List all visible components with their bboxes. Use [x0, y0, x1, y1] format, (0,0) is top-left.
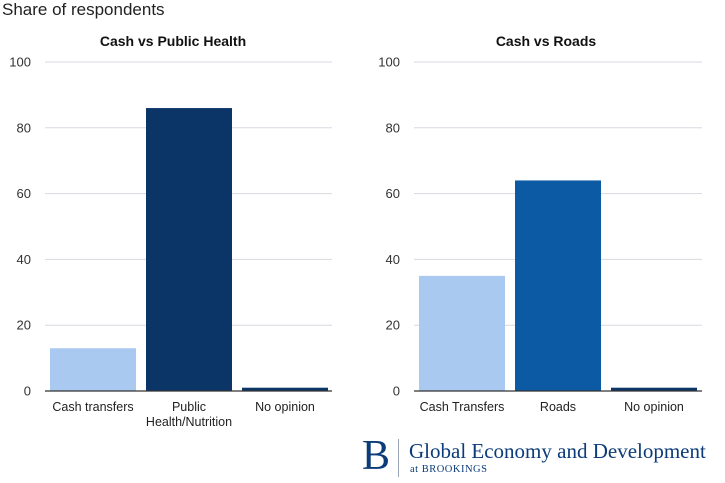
- brand-logo-block: B Global Economy and Development at BROO…: [360, 433, 722, 481]
- bar-no-opinion: [611, 387, 697, 391]
- x-category-label: No opinion: [255, 400, 315, 414]
- chart-1: Cash vs Public Health 0 20 40 60 80 100 Cash tr…: [9, 33, 332, 429]
- y-tick-label: 20: [386, 318, 400, 333]
- y-tick-label: 20: [17, 318, 31, 333]
- x-category-label: Health/Nutrition: [146, 415, 232, 429]
- x-category-label: No opinion: [624, 400, 684, 414]
- y-tick-label: 0: [393, 384, 400, 399]
- y-tick-label: 100: [378, 55, 400, 70]
- y-axis-title: Share of respondents: [2, 0, 165, 19]
- brand-subtitle: at BROOKINGS: [410, 464, 488, 475]
- bar-cash-transfers: [419, 275, 505, 391]
- y-tick-label: 40: [17, 252, 31, 267]
- y-tick-label: 40: [386, 252, 400, 267]
- y-tick-label: 60: [386, 186, 400, 201]
- chart-2: Cash vs Roads 0 20 40 60 80 100 Cash Transfers R…: [378, 33, 702, 414]
- chart-title: Cash vs Roads: [496, 33, 597, 49]
- bar-roads: [515, 180, 601, 391]
- y-tick-label: 100: [9, 55, 31, 70]
- bar-cash-transfers: [50, 348, 136, 391]
- y-tick-label: 60: [17, 186, 31, 201]
- y-tick-label: 0: [24, 384, 31, 399]
- x-category-label: Public: [172, 400, 206, 414]
- bar-public-health-nutrition: [146, 108, 232, 391]
- bar-no-opinion: [242, 387, 328, 391]
- x-category-label: Cash Transfers: [420, 400, 505, 414]
- y-tick-label: 80: [17, 120, 31, 135]
- brookings-logo-icon: B: [362, 433, 391, 479]
- x-category-label: Cash transfers: [52, 400, 133, 414]
- x-category-label: Roads: [540, 400, 576, 414]
- brand-divider: [398, 439, 399, 477]
- y-tick-label: 80: [386, 120, 400, 135]
- chart-title: Cash vs Public Health: [100, 33, 246, 49]
- brand-name: Global Economy and Development: [409, 439, 706, 463]
